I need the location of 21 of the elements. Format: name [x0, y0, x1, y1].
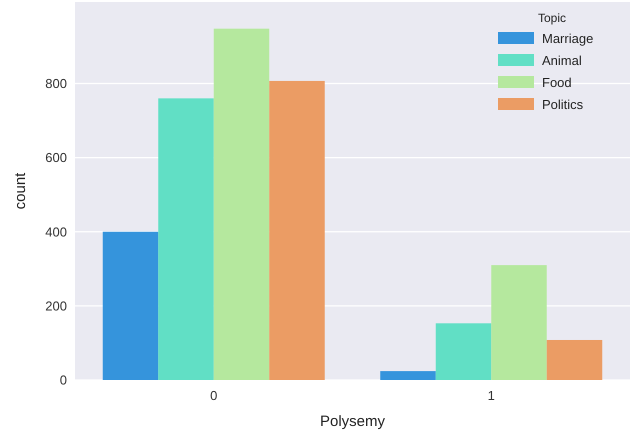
- legend-label: Politics: [542, 97, 584, 112]
- bar: [546, 340, 602, 380]
- x-tick-label: 1: [488, 388, 495, 403]
- bar: [436, 323, 492, 380]
- bar: [491, 265, 547, 380]
- bar: [214, 28, 270, 380]
- bar: [269, 80, 325, 380]
- legend-label: Food: [542, 75, 572, 90]
- y-tick-label: 600: [45, 150, 67, 166]
- legend-label: Animal: [542, 53, 582, 68]
- y-tick-label: 0: [60, 372, 67, 388]
- y-tick-label: 400: [45, 224, 67, 240]
- legend-title: Topic: [538, 11, 566, 25]
- x-axis-title: Polysemy: [320, 413, 386, 430]
- y-tick-label: 800: [45, 76, 67, 92]
- bar: [158, 98, 214, 380]
- bar: [102, 232, 158, 380]
- y-tick-label: 200: [45, 298, 67, 314]
- y-axis-title: count: [12, 172, 29, 210]
- bar: [380, 371, 436, 380]
- legend-label: Marriage: [542, 31, 594, 46]
